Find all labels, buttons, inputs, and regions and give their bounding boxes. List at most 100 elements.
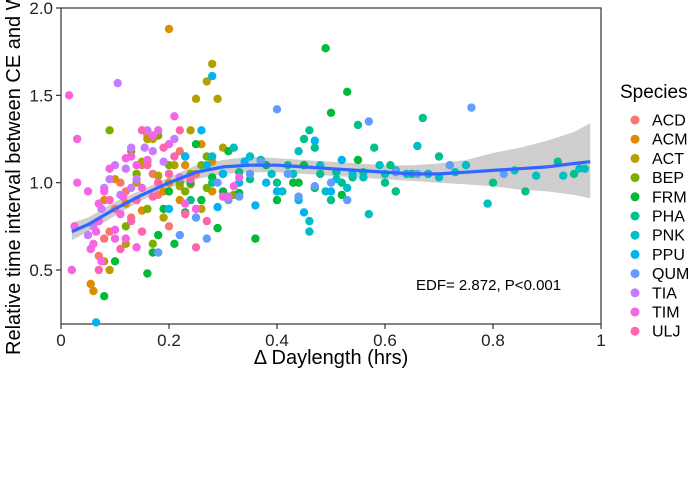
point-pha (353, 120, 363, 130)
point-pha (569, 169, 579, 179)
point-tia (127, 143, 136, 152)
x-tick-label: 0.2 (157, 331, 181, 350)
point-ppu (251, 201, 260, 210)
point-bep (181, 187, 190, 196)
point-tia (113, 78, 122, 88)
y-axis: 0.5 1.0 1.5 2.0 (29, 0, 61, 280)
point-qum (326, 178, 336, 187)
point-qum (283, 169, 292, 179)
point-qum (202, 234, 211, 243)
y-tick-label: 1.0 (29, 174, 53, 193)
y-tick-label: 0.5 (29, 261, 53, 280)
point-frm (110, 257, 120, 266)
point-tim (127, 152, 136, 161)
point-frm (251, 234, 260, 243)
legend-swatch-ulj (630, 326, 640, 336)
point-tim (110, 225, 120, 234)
point-qum (310, 182, 319, 191)
point-tim (105, 164, 114, 173)
point-ulj (137, 126, 147, 135)
legend-swatch-pha (630, 211, 640, 221)
point-tim (91, 227, 101, 236)
legend-swatch-bep (630, 173, 640, 183)
point-act (154, 171, 163, 180)
point-ppu (208, 71, 217, 81)
point-pnk (305, 216, 314, 226)
point-ulj (186, 175, 195, 184)
point-tim (191, 204, 201, 214)
x-axis: 0 0.2 0.4 0.6 0.8 1 (56, 324, 606, 350)
point-pnk (208, 152, 217, 161)
y-tick-label: 1.5 (29, 86, 53, 105)
point-act (105, 265, 114, 275)
point-ulj (127, 216, 136, 226)
point-bep (143, 204, 152, 214)
legend-label-frm: FRM (652, 189, 687, 206)
point-frm (154, 230, 163, 240)
point-tim (116, 209, 125, 219)
point-tim (83, 187, 93, 196)
point-tim (121, 234, 130, 243)
point-bep (202, 183, 211, 193)
point-ppu (326, 187, 336, 196)
point-ulj (116, 244, 125, 254)
point-tia (159, 157, 168, 166)
x-tick-label: 0.4 (265, 331, 289, 350)
point-ulj (94, 265, 104, 275)
point-qum (364, 117, 373, 126)
legend-swatch-acd (630, 115, 640, 125)
point-ulj (148, 192, 157, 201)
point-tim (89, 239, 98, 248)
point-pnk (483, 199, 492, 208)
smooth-fit-line (71, 160, 591, 234)
point-frm (326, 108, 336, 118)
point-pha (370, 143, 379, 152)
point-ppu (262, 178, 271, 187)
point-ulj (191, 243, 201, 252)
point-ppu (299, 208, 309, 217)
point-pha (305, 126, 314, 135)
legend-entries: ACD ACM ACT BEP FRM PHA PNK PPU QUM TIA TIM ULJ (630, 113, 689, 341)
point-ulj (202, 216, 211, 226)
point-ulj (170, 152, 179, 161)
point-acm (89, 286, 98, 296)
point-tia (105, 175, 114, 184)
point-tim (94, 199, 104, 208)
point-tim (132, 161, 141, 170)
point-ppu (91, 318, 101, 327)
point-tia (127, 183, 136, 193)
point-pha (326, 195, 336, 205)
legend-label-pha: PHA (652, 209, 685, 226)
point-acd (175, 147, 184, 156)
point-pnk (305, 227, 314, 236)
point-act (202, 77, 211, 86)
point-tim (118, 192, 128, 201)
annotation-text: EDF= 2.872, P<0.001 (416, 277, 561, 294)
point-pnk (359, 173, 368, 182)
point-pha (386, 161, 395, 170)
point-tim (67, 265, 77, 275)
point-qum (191, 213, 201, 222)
point-pha (299, 134, 309, 144)
point-tia (132, 175, 141, 184)
point-pha (434, 152, 444, 161)
point-tia (170, 134, 179, 144)
point-pnk (413, 141, 422, 151)
point-frm (321, 44, 330, 53)
point-act (213, 94, 222, 104)
point-pnk (532, 171, 541, 180)
point-pnk (559, 171, 568, 180)
point-acd (164, 222, 174, 231)
legend-label-pnk: PNK (652, 228, 685, 245)
smooth-line-layer (71, 160, 591, 234)
point-tim (154, 126, 163, 135)
point-tim (235, 173, 244, 182)
point-frm (197, 195, 206, 205)
point-pnk (348, 169, 357, 179)
point-tim (73, 178, 82, 187)
point-act (208, 59, 217, 69)
point-pha (391, 187, 400, 196)
point-tim (100, 187, 109, 196)
x-axis-title: Δ Daylength (hrs) (254, 347, 409, 369)
point-acd (100, 234, 109, 243)
